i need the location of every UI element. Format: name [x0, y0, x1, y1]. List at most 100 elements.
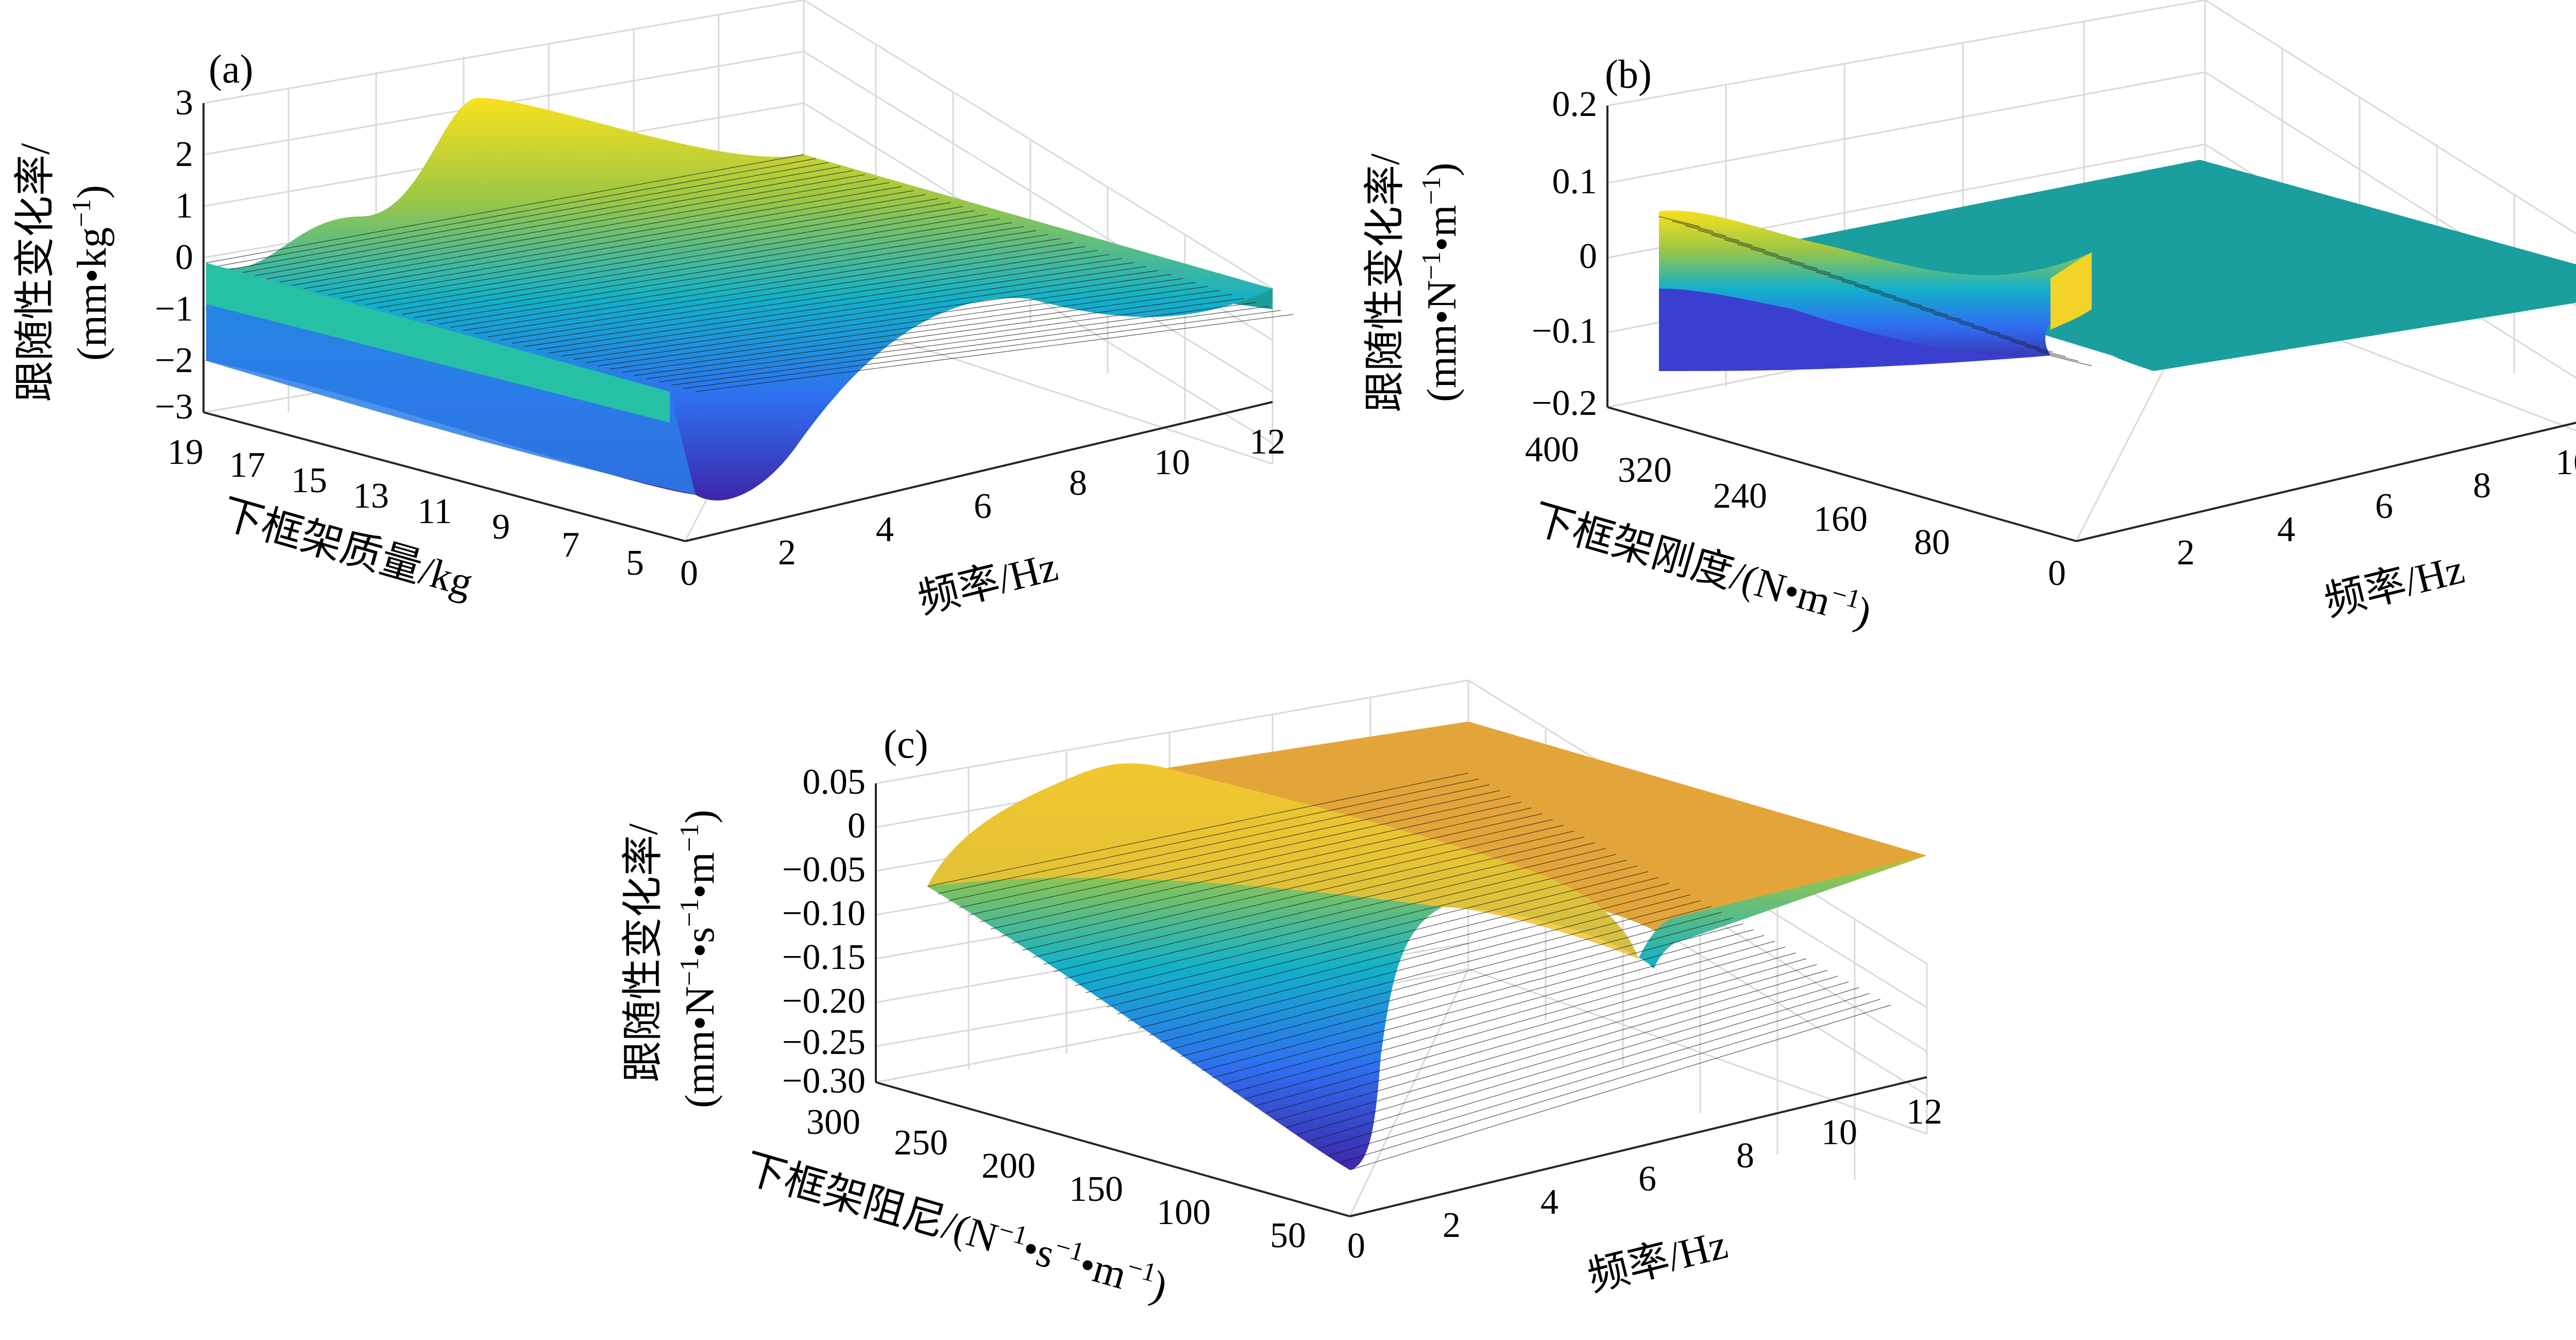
mesh-a-line: [218, 158, 816, 266]
panel-a-zlabel: 跟随性变化率/: [13, 143, 58, 402]
panel-b-yticks: 400 320 240 160 80: [1525, 430, 1950, 562]
mesh-b-line: [1841, 281, 1883, 292]
panel-c: (c) 0.05 0 −0.05 −0.10 −0.15 −0.20: [621, 679, 1942, 1310]
mesh-c-line: [1170, 906, 1711, 1050]
panel-a-ytick: 7: [562, 525, 580, 565]
mesh-c-line: [1043, 836, 1585, 965]
panel-a: (a) 3 2 1 0 −1: [13, 0, 1294, 622]
mesh-c-line: [959, 790, 1500, 908]
panel-c-xticks: 0 2 4 6 8 10 12: [1347, 1092, 1942, 1266]
mesh-b-line: [2050, 355, 2092, 366]
panel-a-xticks: 0 2 4 6 8 10 12: [680, 422, 1285, 593]
panel-b-zlabel-unit: (mm•N−1•m−1): [1417, 163, 1465, 402]
mesh-c-line: [1064, 848, 1606, 979]
mesh-b-line: [1750, 248, 1792, 260]
panel-b-xtick: 2: [2177, 533, 2195, 573]
panel-a-xtick: 2: [778, 533, 796, 573]
mesh-c-line: [1128, 883, 1669, 1021]
mesh-b-line: [1828, 276, 1870, 288]
mesh-a-line: [414, 222, 1012, 318]
panel-a-xlabel: 频率/Hz: [913, 544, 1062, 622]
mesh-a-line: [512, 254, 1110, 344]
panel-b-surface-peak: [2050, 253, 2092, 330]
mesh-c-line: [1339, 999, 1880, 1163]
mesh-a-line: [401, 218, 1000, 315]
panel-a-xtick: 12: [1249, 422, 1285, 462]
mesh-a-line: [487, 246, 1086, 338]
mesh-c-line: [1191, 917, 1733, 1064]
mesh-a-line: [695, 314, 1294, 392]
panel-a-ytick: 11: [417, 492, 452, 531]
panel-b-xtick: 6: [2375, 487, 2393, 526]
panel-a-label: (a): [209, 46, 253, 91]
panel-b-ytick: 160: [1814, 499, 1868, 539]
mesh-b-line: [1815, 272, 1857, 283]
mesh-c-line: [1075, 853, 1617, 986]
mesh-b-line: [1724, 239, 1766, 250]
mesh-a-line: [267, 174, 865, 279]
mesh-a-line: [279, 178, 877, 283]
panel-a-ztick: 1: [175, 186, 193, 226]
mesh-a-line: [609, 286, 1208, 370]
panel-a-ztick: −1: [155, 289, 193, 329]
panel-b-xticks: 0 2 4 6 8 10 12: [2048, 443, 2576, 593]
panel-b-xtick: 8: [2473, 466, 2491, 506]
mesh-c-line: [1349, 1004, 1891, 1170]
mesh-b-line: [1972, 327, 2014, 339]
mesh-a-line: [475, 242, 1073, 334]
mesh-b-line: [2037, 350, 2079, 362]
mesh-c-line: [1276, 964, 1817, 1121]
panel-c-zlabel: 跟随性变化率/: [621, 823, 666, 1082]
mesh-a-line: [585, 278, 1183, 363]
panel-b-surface-low: [1659, 289, 2050, 371]
mesh-c-line: [1096, 865, 1638, 1000]
mesh-c-line: [1212, 929, 1754, 1078]
mesh-c-line: [1297, 976, 1838, 1135]
panel-b-ztick: 0: [1579, 237, 1597, 276]
mesh-b-line: [1685, 225, 1726, 237]
panel-a-ztick: 0: [175, 238, 193, 277]
panel-a-ytick: 13: [353, 476, 389, 516]
mesh-a-line: [206, 154, 804, 263]
mesh-c-line: [1201, 923, 1743, 1071]
mesh-c-line: [1117, 877, 1659, 1015]
panel-a-surface-band: [206, 263, 670, 423]
mesh-a-line: [499, 250, 1098, 341]
panel-a-xtick: 4: [876, 510, 894, 549]
panel-a-ytick: 9: [492, 507, 510, 547]
panel-a-xtick: 8: [1069, 463, 1087, 503]
mesh-c-line: [1265, 958, 1807, 1114]
mesh-a-line: [316, 190, 914, 292]
panel-c-yticks: 300 250 200 150 100 50: [806, 1102, 1306, 1255]
mesh-c-line: [948, 784, 1490, 901]
panel-a-ztick: 3: [175, 83, 193, 123]
mesh-c-line: [1022, 825, 1564, 951]
mesh-b-line: [1933, 313, 1975, 325]
mesh-a-line: [573, 274, 1171, 360]
mesh-b-line: [1854, 286, 1896, 297]
mesh-c-line: [980, 801, 1521, 923]
mesh-b-line: [1920, 309, 1961, 320]
panel-c-ytick: 50: [1270, 1216, 1306, 1255]
panel-b-ytick: 80: [1914, 523, 1950, 562]
panel-c-zticks: 0.05 0 −0.05 −0.10 −0.15 −0.20 −0.25 −0.…: [782, 762, 866, 1101]
panel-c-xtick: 4: [1540, 1182, 1558, 1222]
mesh-a-line: [352, 202, 951, 302]
panel-a-xtick: 10: [1154, 443, 1190, 482]
panel-c-label: (c): [884, 722, 928, 766]
mesh-c-line: [1328, 993, 1870, 1157]
mesh-a-line: [365, 206, 963, 305]
mesh-a-line: [303, 186, 902, 289]
panel-b: (b) 0.2 0.1 0 −0.1 −0.2: [1363, 0, 2576, 636]
mesh-a-line: [255, 170, 853, 276]
panel-b-ztick: 0.1: [1552, 162, 1598, 202]
mesh-b-line: [1658, 216, 1701, 227]
mesh-b-line: [1998, 337, 2040, 348]
mesh-a-line: [671, 306, 1269, 386]
mesh-c-line: [1233, 941, 1775, 1093]
panel-a-surface: [206, 98, 1294, 501]
panel-c-xlabel: 频率/Hz: [1583, 1221, 1732, 1300]
mesh-b-line: [2011, 341, 2053, 353]
panel-b-ytick: 320: [1618, 450, 1672, 490]
panel-c-xtick: 2: [1443, 1205, 1461, 1245]
